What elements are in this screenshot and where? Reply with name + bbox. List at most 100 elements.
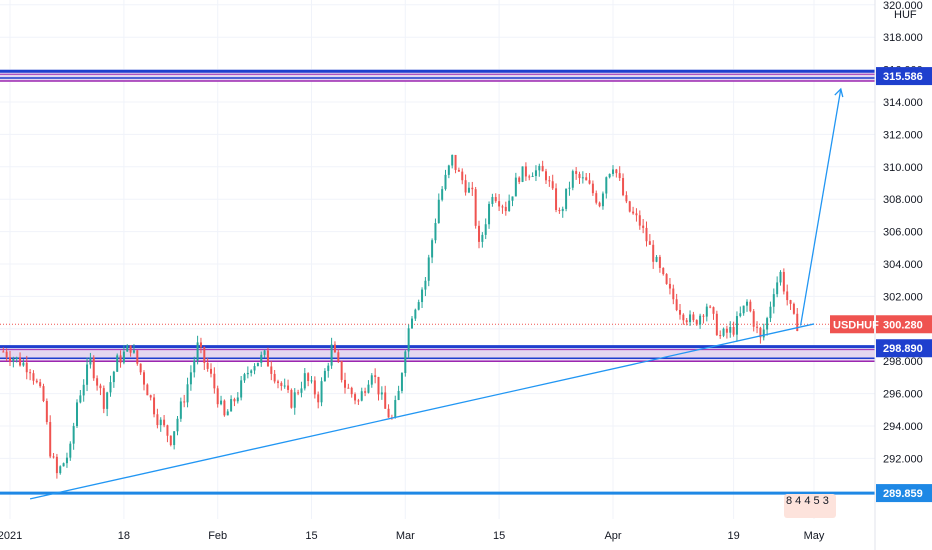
candle-body: [303, 373, 306, 389]
candle-body: [528, 176, 531, 178]
resistance-price-tag-label: 315.586: [883, 71, 923, 83]
candle-body: [42, 386, 45, 402]
candle-body: [29, 372, 32, 374]
candle-body: [796, 313, 799, 332]
candle-body: [199, 342, 202, 348]
candle-body: [712, 307, 715, 314]
candle-body: [360, 391, 363, 401]
candle-body: [628, 201, 631, 212]
candle-body: [92, 357, 95, 379]
candle-body: [149, 395, 152, 398]
candle-body: [407, 328, 410, 352]
candle-body: [240, 380, 243, 398]
candle-body: [116, 355, 119, 372]
candle-body: [364, 391, 367, 393]
candle-body: [323, 370, 326, 382]
candle-body: [558, 210, 561, 212]
candle-body: [136, 350, 139, 364]
candle-body: [625, 195, 628, 202]
candle-body: [327, 365, 330, 371]
candle-body: [431, 240, 434, 258]
candle-body: [280, 382, 283, 387]
candle-body: [233, 399, 236, 402]
candle-body: [414, 309, 417, 319]
candle-body: [605, 177, 608, 194]
candle-body: [230, 399, 233, 412]
candle-body: [69, 443, 72, 458]
candle-body: [545, 171, 547, 181]
candle-body: [397, 390, 400, 401]
candle-body: [317, 394, 320, 403]
candle-body: [307, 373, 310, 382]
price-axis[interactable]: 292.000294.000296.000298.000300.000302.0…: [883, 0, 923, 465]
candle-body: [320, 381, 323, 403]
candle-body: [122, 351, 125, 363]
candle-body: [213, 373, 216, 389]
candle-body: [498, 201, 501, 207]
price-tags: 315.586 298.890 300.280 289.859 USDHUF: [830, 67, 932, 503]
price-tick-label: 296.000: [883, 389, 923, 401]
time-tick-label: 18: [118, 530, 130, 542]
candle-body: [451, 154, 454, 166]
candle-body: [786, 291, 789, 301]
candle-body: [769, 306, 772, 319]
resistance-band-fill: [0, 71, 875, 81]
candle-body: [662, 267, 665, 275]
candle-body: [739, 313, 742, 317]
candle-body: [126, 345, 129, 352]
candle-body: [608, 173, 611, 178]
price-tick-label: 298.000: [883, 356, 923, 368]
candle-body: [49, 422, 52, 457]
time-axis[interactable]: 2021 18 Feb 15 Mar 15 Apr 19 May: [0, 530, 825, 542]
candle-body: [702, 315, 705, 317]
candle-body: [293, 392, 296, 408]
candle-body: [404, 351, 407, 374]
candle-body: [464, 180, 467, 193]
last-price-tag-label: 300.280: [883, 319, 923, 331]
candle-body: [792, 303, 795, 314]
candle-body: [9, 357, 11, 362]
candle-body: [685, 320, 688, 323]
candle-body: [52, 456, 55, 458]
candle-body: [756, 326, 759, 328]
corner-digits: 8 4 4 5 3: [786, 495, 829, 507]
candle-body: [223, 400, 226, 416]
flag-icon: [784, 494, 836, 518]
candle-body: [313, 380, 316, 395]
candle-body: [109, 382, 112, 393]
bottom-price-tag-bg: [876, 484, 932, 503]
candle-body: [226, 411, 229, 416]
candle-body: [471, 187, 474, 190]
candle-body: [139, 363, 142, 373]
candle-body: [682, 314, 685, 321]
time-tick-label: Apr: [604, 530, 621, 542]
candle-body: [441, 189, 444, 200]
time-tick-label: May: [804, 530, 825, 542]
candle-body: [675, 299, 678, 310]
candle-body: [679, 309, 681, 315]
candle-body: [541, 165, 544, 172]
candle-body: [551, 181, 554, 189]
candle-body: [759, 327, 762, 338]
candle-body: [434, 223, 437, 241]
candle-body: [488, 203, 491, 225]
candle-body: [618, 173, 621, 179]
candle-body: [340, 361, 343, 380]
candle-body: [762, 329, 765, 338]
candle-body: [672, 288, 675, 300]
candle-body: [732, 326, 735, 335]
drawing-layer: [29, 87, 844, 500]
candle-body: [354, 394, 357, 401]
price-tick-label: 320.000: [883, 0, 923, 12]
candle-body: [206, 362, 209, 369]
candle-body: [333, 344, 336, 353]
candle-body: [598, 202, 601, 207]
candle-body: [514, 177, 517, 197]
candle-body: [668, 283, 671, 289]
arrow-head-icon: [834, 87, 844, 98]
candle-body: [705, 306, 708, 317]
candle-body: [59, 466, 62, 474]
candle-body: [384, 392, 387, 409]
candle-body: [256, 362, 259, 367]
